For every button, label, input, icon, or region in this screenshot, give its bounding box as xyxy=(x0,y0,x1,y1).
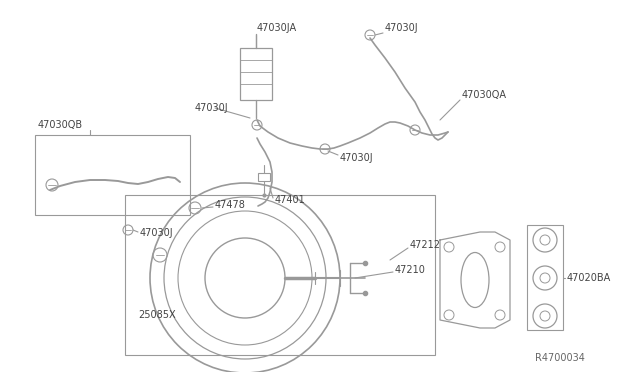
Text: 47030J: 47030J xyxy=(340,153,374,163)
Text: 47030J: 47030J xyxy=(195,103,228,113)
Text: R4700034: R4700034 xyxy=(535,353,585,363)
Bar xyxy=(240,48,272,100)
Bar xyxy=(527,225,563,330)
Text: 47210: 47210 xyxy=(395,265,426,275)
Text: 47030J: 47030J xyxy=(140,228,173,238)
Text: 47030QA: 47030QA xyxy=(462,90,507,100)
Text: 47212: 47212 xyxy=(410,240,441,250)
Bar xyxy=(258,173,270,181)
Text: 47030J: 47030J xyxy=(385,23,419,33)
Text: 47020BA: 47020BA xyxy=(567,273,611,283)
Text: 25085X: 25085X xyxy=(138,310,175,320)
Text: 47030QB: 47030QB xyxy=(38,120,83,130)
Text: 47478: 47478 xyxy=(215,200,246,210)
Text: 47030JA: 47030JA xyxy=(257,23,297,33)
Text: 47401: 47401 xyxy=(275,195,306,205)
Bar xyxy=(35,135,190,215)
Bar xyxy=(125,195,435,355)
